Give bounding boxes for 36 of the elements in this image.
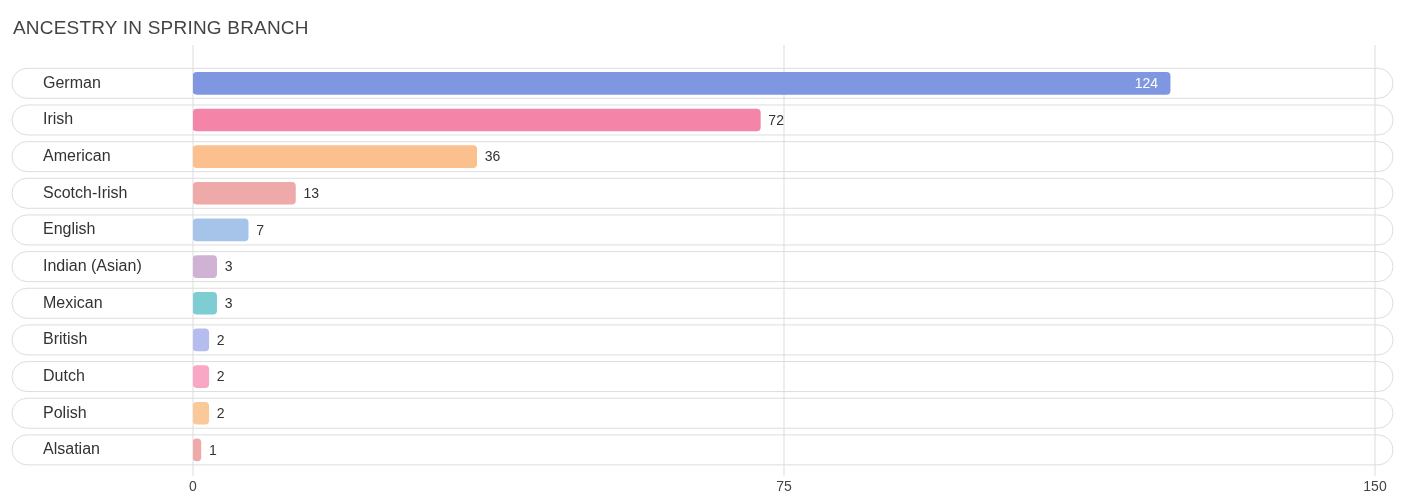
data-label: 3 [224, 295, 233, 312]
bar [193, 255, 217, 278]
bar [193, 328, 210, 352]
bar [193, 218, 249, 242]
x-tick-label: 75 [776, 478, 792, 495]
y-tick-label: Mexican [43, 293, 103, 311]
y-tick-label: Indian (Asian) [43, 257, 142, 275]
data-label: 2 [216, 405, 225, 422]
bar [193, 145, 478, 168]
data-label: 36 [484, 148, 501, 165]
y-tick-label: Dutch [43, 366, 85, 384]
data-label: 2 [216, 368, 225, 385]
data-label: 2 [216, 331, 225, 348]
bar [193, 181, 296, 205]
x-tick-label: 0 [189, 478, 198, 495]
y-tick-label: Scotch-Irish [43, 183, 128, 201]
y-tick-label: Irish [43, 110, 74, 128]
data-label: 3 [224, 258, 233, 275]
data-label: 7 [256, 221, 265, 238]
bar [193, 365, 210, 388]
bar [193, 108, 761, 132]
y-tick-label: German [43, 73, 101, 91]
y-tick-label: British [43, 330, 88, 348]
y-tick-label: English [43, 220, 96, 238]
data-label: 13 [303, 185, 320, 202]
bar [193, 72, 1171, 95]
y-tick-label: Polish [43, 403, 87, 421]
y-tick-label: American [43, 147, 111, 165]
data-label: 1 [208, 441, 217, 458]
data-label: 72 [768, 111, 785, 128]
x-tick-label: 150 [1363, 478, 1387, 495]
chart-title: ANCESTRY IN SPRING BRANCH [13, 17, 309, 39]
y-tick-label: Alsatian [43, 440, 100, 458]
bar [193, 401, 210, 425]
data-label: 124 [1134, 75, 1159, 92]
bar [193, 291, 217, 315]
